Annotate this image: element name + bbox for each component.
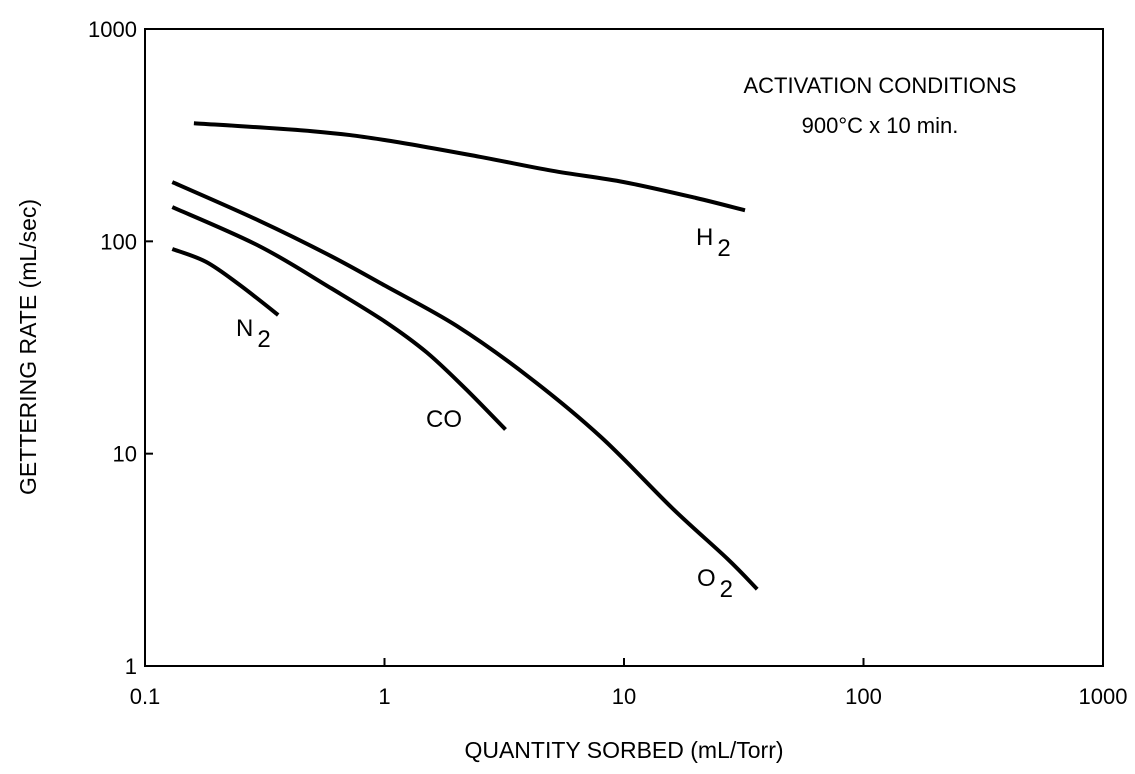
series-label-subscript: 2 <box>257 326 270 353</box>
x-tick-label: 0.1 <box>130 684 161 709</box>
plot-frame <box>144 28 1104 667</box>
series-line-n2 <box>171 247 280 317</box>
series-label-main: N <box>236 315 253 342</box>
x-axis-ticks: 0.1 1 10 100 1000 <box>130 658 1128 709</box>
y-axis-title: GETTERING RATE (mL/sec) <box>15 199 41 495</box>
series-lines <box>171 121 759 591</box>
x-tick-label: 1000 <box>1079 684 1128 709</box>
annotation-line-2: 900°C x 10 min. <box>802 113 959 138</box>
y-tick-label: 1 <box>125 654 137 679</box>
y-axis-ticks: 1 10 100 1000 <box>88 17 153 679</box>
annotation-line-1: ACTIVATION CONDITIONS <box>744 73 1017 98</box>
series-label-subscript: 2 <box>717 235 730 262</box>
x-tick-label: 100 <box>845 684 882 709</box>
y-tick-label: 1000 <box>88 17 137 42</box>
series-line-h2 <box>193 121 746 213</box>
series-line-o2 <box>171 180 759 591</box>
y-tick-label: 100 <box>100 229 137 254</box>
series-line-co <box>171 205 507 431</box>
series-label-main: H <box>696 224 713 251</box>
series-label-main: CO <box>426 406 462 433</box>
series-label-main: O <box>697 565 716 592</box>
x-tick-label: 10 <box>612 684 636 709</box>
series-label-co: CO <box>426 406 462 433</box>
x-axis-title: QUANTITY SORBED (mL/Torr) <box>464 737 783 763</box>
y-tick-label: 10 <box>113 442 137 467</box>
x-tick-label: 1 <box>378 684 390 709</box>
series-label-subscript: 2 <box>720 576 733 603</box>
